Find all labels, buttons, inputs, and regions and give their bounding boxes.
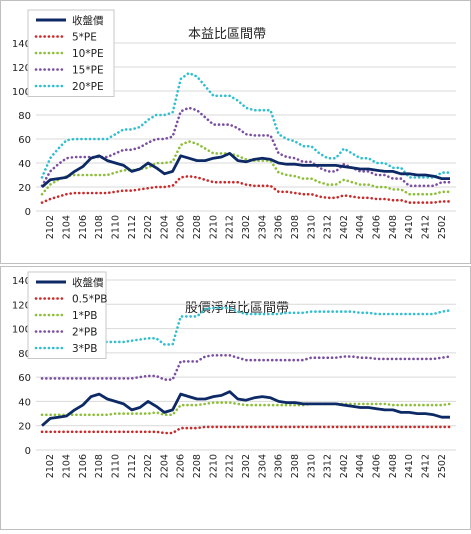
x-tick-label: 2212 <box>225 454 236 478</box>
x-tick-label: 2306 <box>274 454 285 478</box>
y-tick-label: 20 <box>18 183 31 194</box>
x-tick-label: 2108 <box>94 215 105 239</box>
y-tick-label: 40 <box>18 159 31 170</box>
x-tick-label: 2112 <box>127 215 138 239</box>
y-tick-label: 80 <box>18 349 31 360</box>
x-tick-label: 2302 <box>241 454 252 478</box>
y-tick-label: 140 <box>12 39 31 50</box>
x-tick-label: 2210 <box>208 454 219 478</box>
legend-label: 3*PB <box>72 343 97 355</box>
x-tick-label: 2502 <box>437 454 448 478</box>
series-line-1 <box>40 174 452 204</box>
x-tick-label: 2102 <box>45 454 56 478</box>
series-line-0 <box>41 390 450 427</box>
x-tick-label: 2202 <box>143 215 154 239</box>
x-tick-label: 2410 <box>404 215 415 239</box>
x-tick-label: 2306 <box>274 215 285 239</box>
series-line-1 <box>40 425 452 435</box>
x-tick-label: 2212 <box>225 215 236 239</box>
x-tick-label: 2412 <box>421 454 432 478</box>
x-tick-label: 2202 <box>143 454 154 478</box>
x-tick-label: 2402 <box>339 454 350 478</box>
x-tick-label: 2308 <box>290 454 301 478</box>
x-tick-label: 2412 <box>421 215 432 239</box>
x-tick-label: 2208 <box>192 215 203 239</box>
series-line-2 <box>40 401 452 417</box>
y-tick-label: 60 <box>18 135 31 146</box>
x-tick-label: 2312 <box>323 215 334 239</box>
series-line-4 <box>40 306 452 346</box>
x-tick-label: 2410 <box>404 454 415 478</box>
x-tick-label: 2206 <box>176 215 187 239</box>
x-tick-label: 2110 <box>110 454 121 478</box>
y-tick-label: 40 <box>18 397 31 408</box>
x-tick-label: 2104 <box>61 454 72 478</box>
series-line-0 <box>41 151 450 189</box>
x-tick-label: 2208 <box>192 454 203 478</box>
legend-label: 15*PE <box>72 65 104 77</box>
series-line-3 <box>40 106 452 188</box>
y-tick-label: 100 <box>12 325 31 336</box>
y-tick-label: 140 <box>12 276 31 287</box>
x-tick-label: 2402 <box>339 215 350 239</box>
x-tick-label: 2112 <box>127 454 138 478</box>
y-tick-label: 0 <box>25 207 31 218</box>
y-tick-label: 100 <box>12 87 31 98</box>
x-tick-label: 2102 <box>45 215 56 239</box>
legend-label: 1*PB <box>72 310 97 322</box>
legend-label: 2*PB <box>72 327 97 339</box>
series-line-4 <box>40 71 452 179</box>
legend-label: 收盤價 <box>72 276 104 289</box>
x-tick-label: 2406 <box>372 454 383 478</box>
x-tick-label: 2204 <box>159 215 170 239</box>
x-tick-label: 2406 <box>372 215 383 239</box>
y-tick-label: 80 <box>18 111 31 122</box>
x-tick-label: 2404 <box>355 215 366 239</box>
legend-label: 10*PE <box>72 48 104 60</box>
y-tick-label: 0 <box>25 446 31 457</box>
x-tick-label: 2310 <box>306 454 317 478</box>
x-tick-label: 2106 <box>78 454 89 478</box>
x-tick-label: 2404 <box>355 454 366 478</box>
x-tick-label: 2110 <box>110 215 121 239</box>
y-tick-label: 60 <box>18 373 31 384</box>
chart-title-pe: 本益比區間帶 <box>188 27 266 42</box>
x-tick-label: 2408 <box>388 454 399 478</box>
series-line-3 <box>40 353 452 381</box>
y-tick-label: 120 <box>12 63 31 74</box>
y-tick-label: 120 <box>12 300 31 311</box>
y-tick-label: 20 <box>18 422 31 433</box>
chart-pe: 0 20 40 60 80 100 120 140 2102 2104 2106 2108 2110 21… <box>12 9 456 239</box>
x-tick-label: 2210 <box>208 215 219 239</box>
legend-label: 5*PE <box>72 32 97 44</box>
series-line-2 <box>40 140 452 196</box>
x-tick-label: 2312 <box>323 454 334 478</box>
x-tick-label: 2104 <box>61 215 72 239</box>
x-tick-label: 2204 <box>159 454 170 478</box>
x-tick-label: 2308 <box>290 215 301 239</box>
x-tick-label: 2106 <box>78 215 89 239</box>
chart-pb: 0 20 40 60 80 100 120 140 2102 2104 2106 2108 2110 21… <box>12 271 456 478</box>
x-tick-label: 2304 <box>257 454 268 478</box>
x-tick-label: 2302 <box>241 215 252 239</box>
x-tick-label: 2108 <box>94 454 105 478</box>
x-tick-label: 2206 <box>176 454 187 478</box>
x-tick-label: 2502 <box>437 215 448 239</box>
legend-label: 收盤價 <box>72 14 104 27</box>
legend-label: 20*PE <box>72 81 104 93</box>
x-tick-label: 2304 <box>257 215 268 239</box>
legend-label: 0.5*PB <box>72 294 107 306</box>
legend-box <box>27 9 115 97</box>
x-tick-label: 2310 <box>306 215 317 239</box>
x-tick-label: 2408 <box>388 215 399 239</box>
